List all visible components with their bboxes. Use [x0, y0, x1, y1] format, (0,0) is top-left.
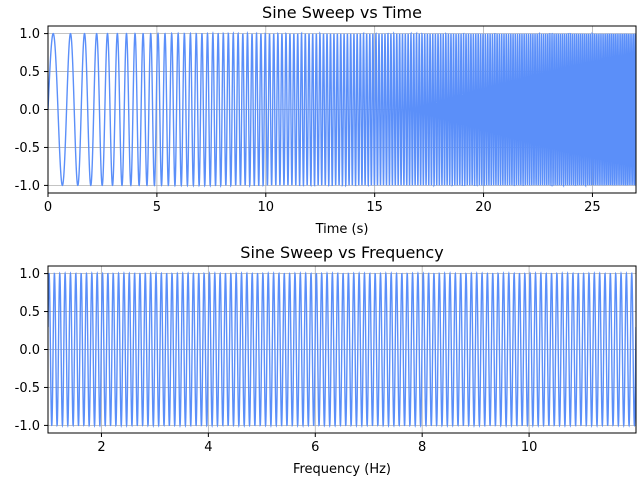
axes-frame-frequency: [47, 265, 637, 434]
x-axis-label-frequency: Frequency (Hz): [293, 462, 391, 477]
y-tick-label: -1.0: [15, 419, 40, 434]
y-tick-label: 0.5: [19, 305, 40, 320]
axes-frame-time: [47, 25, 637, 194]
y-tick-label: -0.5: [15, 141, 40, 156]
chart-time: Sine Sweep vs Time 0 5 10 15 20 25 -1.0 -0.5 0.0…: [15, 3, 637, 237]
x-tick-label: 10: [521, 440, 538, 455]
x-tick-label: 2: [97, 440, 105, 455]
y-tick-label: -0.5: [15, 381, 40, 396]
y-tick-label: 1.0: [19, 267, 40, 282]
series-frequency: [48, 271, 636, 428]
series-line: [48, 31, 636, 188]
chart-frequency: Sine Sweep vs Frequency 2 4 6 8 10 -1.0 -0.5 0.…: [15, 243, 637, 477]
y-tick-label: 0.0: [19, 103, 40, 118]
x-tick-label: 5: [153, 200, 161, 215]
y-tick-label: 0.0: [19, 343, 40, 358]
ticks-time: 0 5 10 15 20 25 -1.0 -0.5 0.0 0.5 1.0: [15, 27, 601, 215]
series-time: [48, 31, 636, 188]
x-tick-label: 4: [204, 440, 212, 455]
x-tick-label: 8: [418, 440, 426, 455]
chart-title-frequency: Sine Sweep vs Frequency: [240, 243, 443, 262]
x-tick-label: 10: [258, 200, 275, 215]
x-tick-label: 6: [311, 440, 319, 455]
x-tick-label: 0: [44, 200, 52, 215]
ticks-frequency: 2 4 6 8 10 -1.0 -0.5 0.0 0.5 1.0: [15, 267, 538, 455]
x-tick-label: 25: [584, 200, 601, 215]
y-tick-label: 1.0: [19, 27, 40, 42]
y-tick-label: -1.0: [15, 179, 40, 194]
series-line: [48, 271, 636, 428]
y-tick-label: 0.5: [19, 65, 40, 80]
chart-title-time: Sine Sweep vs Time: [262, 3, 422, 22]
x-axis-label-time: Time (s): [315, 222, 369, 237]
x-tick-label: 20: [475, 200, 492, 215]
x-tick-label: 15: [366, 200, 383, 215]
